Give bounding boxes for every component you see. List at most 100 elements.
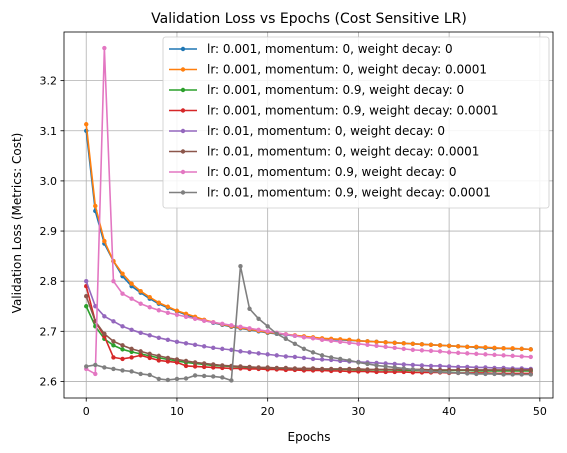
data-point	[283, 336, 289, 342]
data-point	[528, 354, 533, 360]
data-point	[365, 367, 370, 372]
data-point	[201, 318, 207, 323]
data-point	[292, 341, 298, 347]
data-point	[165, 337, 171, 343]
y-axis-label: Validation Loss (Metrics: Cost)	[10, 133, 24, 314]
data-point	[256, 365, 261, 370]
data-point	[437, 369, 443, 375]
data-point	[129, 296, 134, 301]
data-point	[229, 378, 234, 383]
legend-item: lr: 0.001, momentum: 0.9, weight decay: …	[169, 104, 498, 118]
legend: lr: 0.001, momentum: 0, weight decay: 0 l…	[162, 36, 550, 209]
series-8	[84, 263, 533, 383]
data-point	[183, 311, 189, 316]
y-tick-label: 3.0	[40, 175, 58, 188]
data-point	[446, 364, 452, 369]
data-point	[147, 305, 152, 310]
legend-label: lr: 0.001, momentum: 0, weight decay: 0.…	[207, 63, 487, 77]
data-point	[392, 345, 397, 351]
legend-label: lr: 0.001, momentum: 0.9, weight decay: …	[207, 104, 498, 118]
legend-swatch-marker	[180, 128, 186, 134]
data-point	[120, 343, 125, 348]
data-point	[247, 326, 252, 331]
legend-swatch-marker	[180, 190, 186, 195]
legend-item: lr: 0.01, momentum: 0.9, weight decay: 0…	[169, 186, 491, 200]
data-point	[138, 371, 143, 377]
data-point	[283, 365, 289, 371]
data-point	[183, 358, 189, 364]
data-point	[319, 337, 325, 343]
data-point	[156, 335, 162, 341]
data-point	[310, 366, 316, 371]
data-point	[328, 338, 334, 344]
data-point	[111, 278, 116, 284]
data-point	[247, 306, 252, 311]
data-point	[192, 360, 198, 365]
data-point	[510, 353, 515, 359]
data-point	[383, 367, 388, 372]
data-point	[93, 203, 98, 209]
legend-item: lr: 0.01, momentum: 0, weight decay: 0.0…	[169, 145, 479, 159]
x-tick-label: 20	[261, 405, 275, 418]
data-point	[147, 351, 152, 357]
data-point	[356, 366, 361, 372]
data-point	[229, 323, 234, 328]
data-point	[483, 345, 488, 350]
data-point	[510, 372, 515, 377]
y-tick-label: 2.9	[40, 225, 58, 238]
data-point	[310, 356, 316, 362]
data-point	[510, 367, 515, 373]
legend-item: lr: 0.001, momentum: 0, weight decay: 0.…	[169, 63, 487, 77]
data-point	[120, 356, 125, 362]
axes-frame	[63, 31, 554, 399]
data-point	[265, 365, 270, 370]
data-point	[183, 341, 189, 346]
data-point	[102, 331, 107, 337]
ticks: 0 10 20 30 40 50 2.6 2.7 2.8 2.9 3.0 3.1 3.2	[40, 75, 547, 418]
data-point	[201, 361, 207, 366]
data-point	[365, 339, 370, 344]
data-point	[338, 339, 343, 345]
data-point	[374, 363, 379, 368]
data-point	[138, 330, 143, 336]
data-point	[265, 324, 270, 329]
data-point	[392, 361, 397, 367]
data-point	[147, 372, 152, 378]
data-point	[192, 342, 198, 348]
data-point	[165, 355, 171, 361]
legend-item: lr: 0.001, momentum: 0, weight decay: 0	[169, 42, 453, 56]
data-point	[455, 370, 461, 376]
data-point	[84, 294, 89, 299]
data-point	[84, 278, 89, 284]
data-point	[319, 357, 325, 362]
data-point	[301, 366, 307, 371]
data-point	[183, 363, 189, 369]
data-point	[256, 351, 261, 356]
data-point	[211, 345, 216, 351]
data-point	[528, 372, 533, 377]
data-point	[401, 341, 406, 346]
legend-label: lr: 0.01, momentum: 0.9, weight decay: 0…	[207, 186, 491, 200]
data-point	[84, 122, 89, 127]
legend-swatch-marker	[180, 108, 186, 113]
data-point	[129, 281, 134, 286]
legend-item: lr: 0.01, momentum: 0, weight decay: 0	[169, 124, 445, 138]
data-point	[483, 352, 488, 357]
data-point	[437, 343, 443, 348]
legend-swatch-marker	[180, 149, 186, 154]
data-point	[492, 367, 497, 373]
data-point	[356, 338, 361, 344]
data-point	[410, 370, 416, 375]
data-point	[310, 350, 316, 355]
data-point	[446, 343, 452, 349]
data-point	[410, 367, 416, 372]
data-point	[465, 367, 470, 373]
data-point	[129, 355, 134, 360]
data-point	[274, 331, 279, 337]
data-point	[211, 374, 216, 379]
data-point	[111, 339, 116, 344]
data-point	[347, 358, 352, 363]
data-point	[301, 355, 307, 361]
data-point	[129, 327, 134, 333]
data-point	[111, 343, 116, 348]
